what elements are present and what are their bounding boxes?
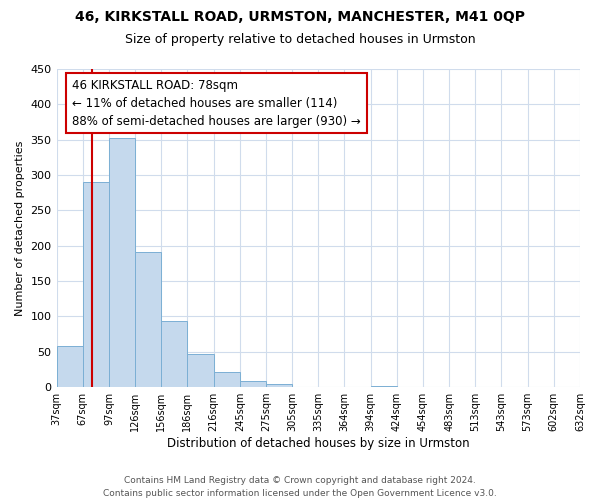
X-axis label: Distribution of detached houses by size in Urmston: Distribution of detached houses by size … [167,437,470,450]
Text: Contains HM Land Registry data © Crown copyright and database right 2024.
Contai: Contains HM Land Registry data © Crown c… [103,476,497,498]
Bar [187,354,214,387]
Text: Size of property relative to detached houses in Urmston: Size of property relative to detached ho… [125,32,475,46]
Text: 46 KIRKSTALL ROAD: 78sqm
← 11% of detached houses are smaller (114)
88% of semi-: 46 KIRKSTALL ROAD: 78sqm ← 11% of detach… [72,78,361,128]
Bar [214,372,240,387]
Bar [240,380,266,387]
Bar [135,252,161,387]
Text: 46, KIRKSTALL ROAD, URMSTON, MANCHESTER, M41 0QP: 46, KIRKSTALL ROAD, URMSTON, MANCHESTER,… [75,10,525,24]
Bar [161,322,187,387]
Bar [83,182,109,387]
Bar [371,386,397,387]
Bar [266,384,292,387]
Bar [56,346,83,387]
Bar [109,138,135,387]
Y-axis label: Number of detached properties: Number of detached properties [15,140,25,316]
